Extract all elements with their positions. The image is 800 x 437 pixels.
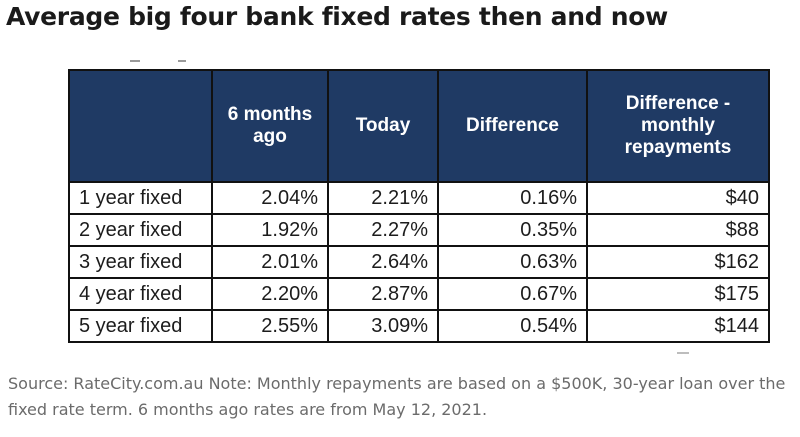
monthly-repayments-cell: $175 bbox=[586, 277, 770, 311]
term-cell: 3 year fixed bbox=[68, 245, 213, 279]
page-title: Average big four bank fixed rates then a… bbox=[6, 2, 668, 31]
table-row: 4 year fixed 2.20% 2.87% 0.67% $175 bbox=[68, 277, 770, 311]
six-months-ago-cell: 1.92% bbox=[211, 213, 329, 247]
column-header-today: Today bbox=[327, 69, 439, 183]
column-header-six-months-ago: 6 months ago bbox=[211, 69, 329, 183]
table-header-row: 6 months ago Today Difference Difference… bbox=[68, 69, 770, 183]
decorative-dash bbox=[178, 60, 186, 62]
today-cell: 2.21% bbox=[327, 181, 439, 215]
today-cell: 3.09% bbox=[327, 309, 439, 343]
monthly-repayments-cell: $40 bbox=[586, 181, 770, 215]
monthly-repayments-cell: $144 bbox=[586, 309, 770, 343]
today-cell: 2.27% bbox=[327, 213, 439, 247]
six-months-ago-cell: 2.55% bbox=[211, 309, 329, 343]
column-header-term bbox=[68, 69, 213, 183]
today-cell: 2.87% bbox=[327, 277, 439, 311]
rates-table-container: 6 months ago Today Difference Difference… bbox=[68, 69, 770, 343]
monthly-repayments-cell: $88 bbox=[586, 213, 770, 247]
source-note: Source: RateCity.com.au Note: Monthly re… bbox=[8, 374, 786, 419]
table-row: 5 year fixed 2.55% 3.09% 0.54% $144 bbox=[68, 309, 770, 343]
six-months-ago-cell: 2.01% bbox=[211, 245, 329, 279]
column-header-monthly-repayments: Difference - monthly repayments bbox=[586, 69, 770, 183]
decorative-dash bbox=[677, 352, 689, 354]
six-months-ago-cell: 2.20% bbox=[211, 277, 329, 311]
six-months-ago-cell: 2.04% bbox=[211, 181, 329, 215]
table-row: 2 year fixed 1.92% 2.27% 0.35% $88 bbox=[68, 213, 770, 247]
difference-cell: 0.67% bbox=[437, 277, 588, 311]
table-row: 1 year fixed 2.04% 2.21% 0.16% $40 bbox=[68, 181, 770, 215]
monthly-repayments-cell: $162 bbox=[586, 245, 770, 279]
today-cell: 2.64% bbox=[327, 245, 439, 279]
difference-cell: 0.63% bbox=[437, 245, 588, 279]
term-cell: 4 year fixed bbox=[68, 277, 213, 311]
column-header-difference: Difference bbox=[437, 69, 588, 183]
term-cell: 2 year fixed bbox=[68, 213, 213, 247]
rates-table: 6 months ago Today Difference Difference… bbox=[68, 69, 770, 343]
difference-cell: 0.16% bbox=[437, 181, 588, 215]
term-cell: 1 year fixed bbox=[68, 181, 213, 215]
decorative-dash bbox=[130, 60, 140, 62]
difference-cell: 0.35% bbox=[437, 213, 588, 247]
table-row: 3 year fixed 2.01% 2.64% 0.63% $162 bbox=[68, 245, 770, 279]
term-cell: 5 year fixed bbox=[68, 309, 213, 343]
difference-cell: 0.54% bbox=[437, 309, 588, 343]
